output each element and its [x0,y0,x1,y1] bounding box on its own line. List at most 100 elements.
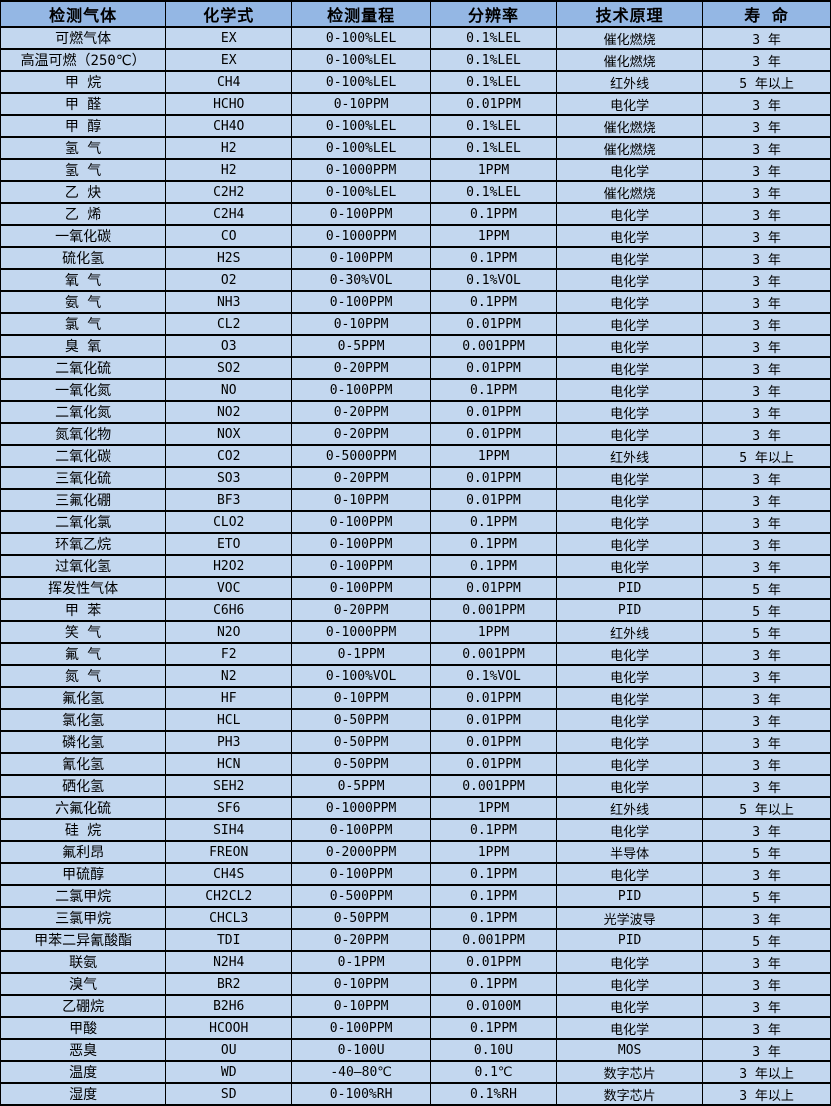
table-row: 二氧化硫 SO2 0-20PPM 0.01PPM 电化学 3 年 [0,356,831,380]
gas-name-cell: 甲 苯 [0,598,167,622]
table-row: 甲 烷 CH4 0-100%LEL 0.1%LEL 红外线 5 年以上 [0,70,831,94]
principle-cell: 红外线 [556,796,704,820]
table-row: 挥发性气体 VOC 0-100PPM 0.01PPM PID 5 年 [0,576,831,600]
range-cell: 0-1000PPM [291,224,431,248]
gas-name-cell: 甲 烷 [0,70,167,94]
resolution-cell: 0.01PPM [429,422,558,446]
gas-name-cell: 恶臭 [0,1038,167,1062]
lifespan-cell: 5 年 [702,598,831,622]
principle-cell: 数字芯片 [556,1060,704,1084]
lifespan-cell: 3 年 [702,818,831,842]
gas-name-cell: 氮 气 [0,664,167,688]
lifespan-cell: 3 年 [702,334,831,358]
table-row: 氢 气 H2 0-100%LEL 0.1%LEL 催化燃烧 3 年 [0,136,831,160]
formula-cell: CH2CL2 [165,884,293,908]
resolution-cell: 0.1%VOL [429,664,558,688]
table-row: 氢 气 H2 0-1000PPM 1PPM 电化学 3 年 [0,158,831,182]
lifespan-cell: 3 年 [702,730,831,754]
table-row: 甲 苯 C6H6 0-20PPM 0.001PPM PID 5 年 [0,598,831,622]
range-cell: 0-10PPM [291,488,431,512]
table-row: 乙 烯 C2H4 0-100PPM 0.1PPM 电化学 3 年 [0,202,831,226]
principle-cell: 电化学 [556,510,704,534]
resolution-cell: 0.1%VOL [429,268,558,292]
range-cell: 0-10PPM [291,972,431,996]
lifespan-cell: 3 年 [702,664,831,688]
range-cell: 0-50PPM [291,730,431,754]
gas-name-cell: 二氧化氮 [0,400,167,424]
lifespan-cell: 3 年 [702,202,831,226]
formula-cell: OU [165,1038,293,1062]
gas-name-cell: 硫化氢 [0,246,167,270]
lifespan-cell: 5 年 [702,840,831,864]
principle-cell: 电化学 [556,400,704,424]
gas-name-cell: 甲苯二异氰酸酯 [0,928,167,952]
table-row: 磷化氢 PH3 0-50PPM 0.01PPM 电化学 3 年 [0,730,831,754]
range-cell: 0-20PPM [291,928,431,952]
lifespan-cell: 5 年 [702,884,831,908]
principle-cell: 电化学 [556,378,704,402]
formula-cell: CH4S [165,862,293,886]
resolution-cell: 1PPM [429,840,558,864]
principle-cell: 电化学 [556,554,704,578]
lifespan-cell: 3 年 [702,950,831,974]
gas-name-cell: 乙 炔 [0,180,167,204]
column-header-formula: 化学式 [165,0,293,28]
resolution-cell: 0.01PPM [429,488,558,512]
principle-cell: 电化学 [556,466,704,490]
gas-name-cell: 氰化氢 [0,752,167,776]
range-cell: 0-100%LEL [291,114,431,138]
resolution-cell: 1PPM [429,444,558,468]
resolution-cell: 0.1PPM [429,884,558,908]
column-header-range: 检测量程 [291,0,431,28]
resolution-cell: 0.10U [429,1038,558,1062]
range-cell: 0-100PPM [291,862,431,886]
principle-cell: PID [556,576,704,600]
table-row: 一氧化氮 NO 0-100PPM 0.1PPM 电化学 3 年 [0,378,831,402]
principle-cell: 光学波导 [556,906,704,930]
table-row: 温度 WD -40—80℃ 0.1℃ 数字芯片 3 年以上 [0,1060,831,1084]
formula-cell: O2 [165,268,293,292]
principle-cell: 电化学 [556,334,704,358]
gas-name-cell: 二氯甲烷 [0,884,167,908]
formula-cell: SIH4 [165,818,293,842]
gas-name-cell: 氟利昂 [0,840,167,864]
formula-cell: CL2 [165,312,293,336]
formula-cell: BF3 [165,488,293,512]
resolution-cell: 0.1PPM [429,510,558,534]
principle-cell: 数字芯片 [556,1082,704,1106]
range-cell: 0-10PPM [291,92,431,116]
principle-cell: 电化学 [556,642,704,666]
table-row: 一氧化碳 CO 0-1000PPM 1PPM 电化学 3 年 [0,224,831,248]
range-cell: 0-10PPM [291,994,431,1018]
gas-name-cell: 乙硼烷 [0,994,167,1018]
formula-cell: C2H2 [165,180,293,204]
range-cell: -40—80℃ [291,1060,431,1084]
gas-name-cell: 氯 气 [0,312,167,336]
resolution-cell: 0.01PPM [429,356,558,380]
formula-cell: CH4 [165,70,293,94]
principle-cell: 电化学 [556,290,704,314]
table-row: 硅 烷 SIH4 0-100PPM 0.1PPM 电化学 3 年 [0,818,831,842]
formula-cell: H2O2 [165,554,293,578]
principle-cell: PID [556,598,704,622]
formula-cell: SEH2 [165,774,293,798]
range-cell: 0-100PPM [291,1016,431,1040]
formula-cell: HCN [165,752,293,776]
resolution-cell: 1PPM [429,796,558,820]
lifespan-cell: 5 年以上 [702,70,831,94]
formula-cell: SO3 [165,466,293,490]
lifespan-cell: 3 年 [702,752,831,776]
range-cell: 0-100PPM [291,818,431,842]
resolution-cell: 0.01PPM [429,400,558,424]
range-cell: 0-1000PPM [291,158,431,182]
formula-cell: CO [165,224,293,248]
table-row: 乙硼烷 B2H6 0-10PPM 0.0100M 电化学 3 年 [0,994,831,1018]
table-row: 二氧化氯 CLO2 0-100PPM 0.1PPM 电化学 3 年 [0,510,831,534]
gas-name-cell: 二氧化碳 [0,444,167,468]
lifespan-cell: 3 年 [702,312,831,336]
gas-name-cell: 硅 烷 [0,818,167,842]
formula-cell: N2O [165,620,293,644]
resolution-cell: 0.01PPM [429,752,558,776]
lifespan-cell: 3 年 [702,532,831,556]
